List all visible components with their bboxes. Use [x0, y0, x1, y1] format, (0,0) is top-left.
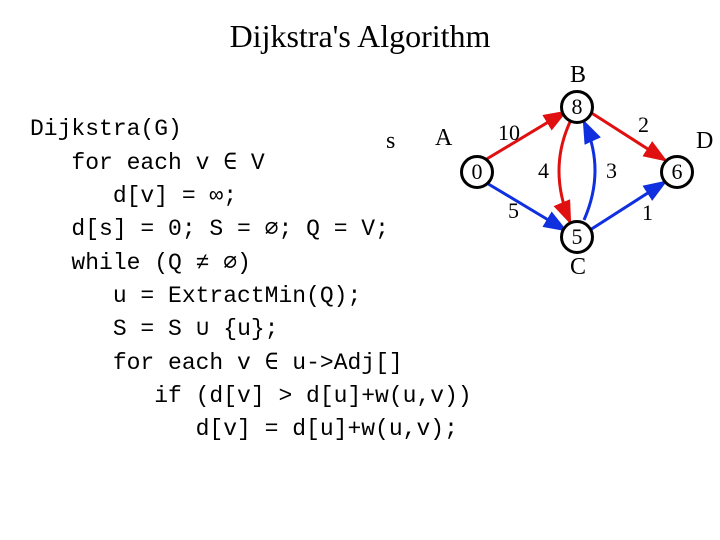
node-a: 0: [460, 155, 494, 189]
node-d: 6: [660, 155, 694, 189]
node-c: 5: [560, 220, 594, 254]
code-line: while (Q ≠ ∅): [30, 250, 251, 276]
code-line: d[v] = ∞;: [30, 183, 237, 209]
label-c: C: [570, 254, 586, 281]
code-line: S = S ∪ {u};: [30, 316, 279, 342]
weight-a-c: 5: [508, 198, 519, 224]
edge-c-d: [590, 182, 665, 230]
weight-b-d: 2: [638, 112, 649, 138]
node-value: 0: [472, 159, 483, 185]
code-line: d[s] = 0; S = ∅; Q = V;: [30, 216, 389, 242]
edge-b-c: [559, 122, 570, 222]
page-title: Dijkstra's Algorithm: [0, 18, 720, 55]
code-line: Dijkstra(G): [30, 116, 182, 142]
code-line: for each v ∈ V: [30, 150, 265, 176]
code-line: d[v] = d[u]+w(u,v);: [30, 416, 458, 442]
weight-a-b: 10: [498, 120, 520, 146]
edge-a-c: [485, 182, 565, 230]
label-b: B: [570, 62, 586, 89]
code-line: for each v ∈ u->Adj[]: [30, 350, 403, 376]
label-a: A: [435, 125, 452, 152]
code-line: if (d[v] > d[u]+w(u,v)): [30, 383, 472, 409]
node-value: 5: [572, 224, 583, 250]
weight-c-b: 3: [606, 158, 617, 184]
weight-c-d: 1: [642, 200, 653, 226]
node-b: 8: [560, 90, 594, 124]
label-d: D: [696, 128, 713, 155]
code-line: u = ExtractMin(Q);: [30, 283, 361, 309]
node-value: 8: [572, 94, 583, 120]
weight-b-c: 4: [538, 158, 549, 184]
edge-b-d: [590, 112, 665, 160]
graph-diagram: 0 8 5 6 s A B C D 10 5 2 1 4 3: [380, 70, 710, 280]
edge-a-b: [485, 112, 565, 160]
label-s: s: [386, 128, 395, 155]
edge-c-b: [584, 122, 595, 220]
node-value: 6: [672, 159, 683, 185]
